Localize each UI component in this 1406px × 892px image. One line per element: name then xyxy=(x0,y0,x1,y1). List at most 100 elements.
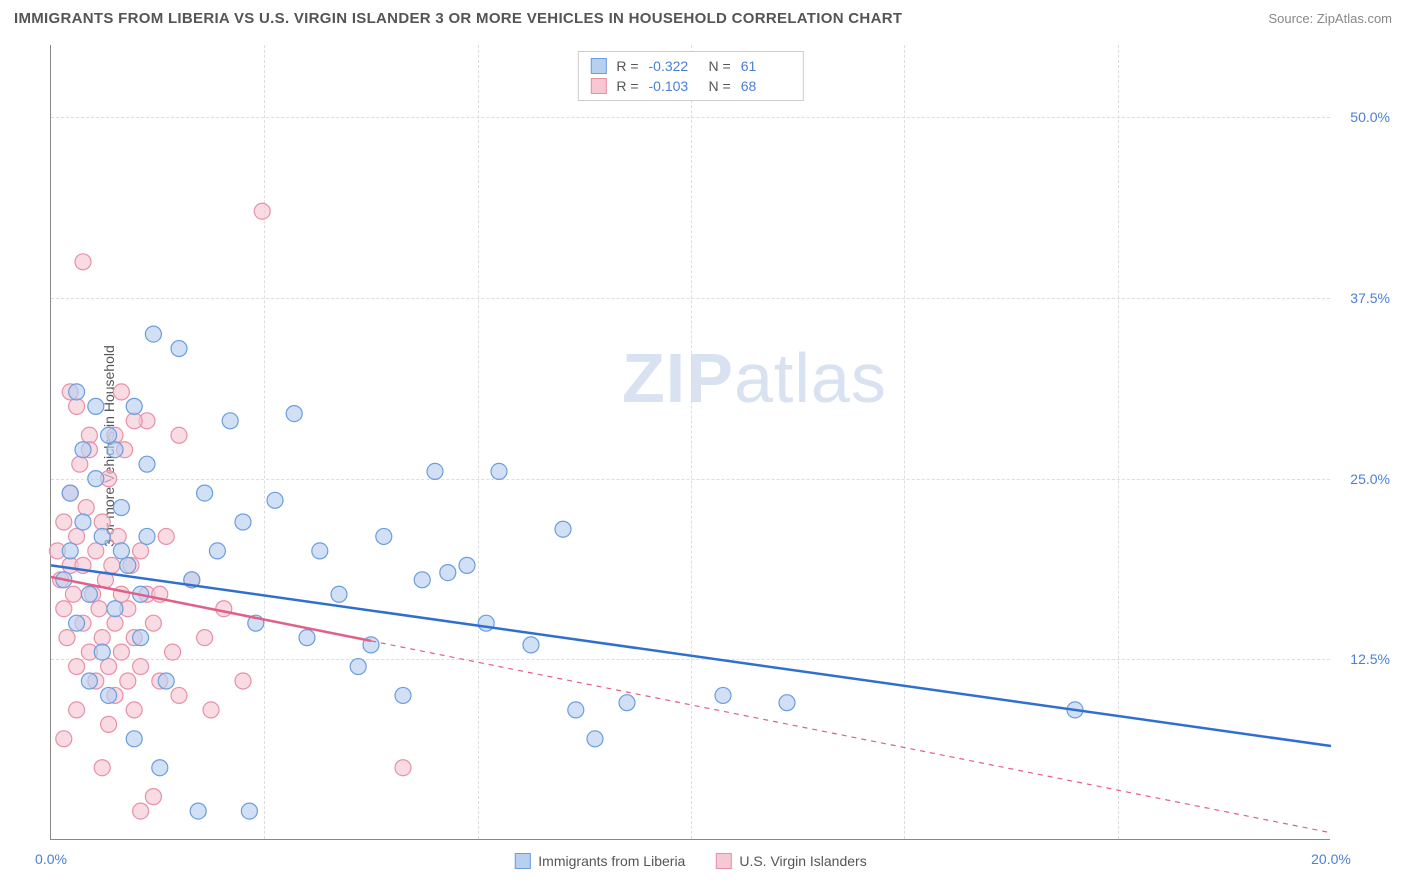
scatter-point xyxy=(69,384,85,400)
scatter-point xyxy=(88,543,104,559)
scatter-point xyxy=(171,427,187,443)
x-tick-label: 20.0% xyxy=(1311,851,1351,867)
scatter-point xyxy=(94,514,110,530)
scatter-point xyxy=(107,615,123,631)
scatter-point xyxy=(197,630,213,646)
scatter-point xyxy=(395,760,411,776)
scatter-point xyxy=(145,326,161,342)
scatter-point xyxy=(62,543,78,559)
scatter-point xyxy=(619,695,635,711)
legend-series: Immigrants from Liberia U.S. Virgin Isla… xyxy=(514,853,866,869)
scatter-point xyxy=(414,572,430,588)
scatter-point xyxy=(126,731,142,747)
y-tick-label: 25.0% xyxy=(1335,471,1390,487)
scatter-point xyxy=(75,442,91,458)
scatter-point xyxy=(331,586,347,602)
scatter-point xyxy=(56,731,72,747)
scatter-point xyxy=(139,528,155,544)
scatter-point xyxy=(190,803,206,819)
scatter-point xyxy=(101,659,117,675)
scatter-point xyxy=(395,687,411,703)
scatter-point xyxy=(568,702,584,718)
scatter-point xyxy=(139,456,155,472)
scatter-point xyxy=(145,789,161,805)
scatter-point xyxy=(81,586,97,602)
scatter-point xyxy=(113,500,129,516)
scatter-point xyxy=(88,398,104,414)
scatter-point xyxy=(65,586,81,602)
scatter-point xyxy=(101,427,117,443)
scatter-point xyxy=(101,687,117,703)
scatter-point xyxy=(104,557,120,573)
swatch-series-0 xyxy=(590,58,606,74)
scatter-point xyxy=(56,514,72,530)
swatch-series-1-bottom xyxy=(715,853,731,869)
scatter-point xyxy=(203,702,219,718)
scatter-point xyxy=(459,557,475,573)
scatter-point xyxy=(312,543,328,559)
scatter-point xyxy=(286,406,302,422)
legend-item-0: Immigrants from Liberia xyxy=(514,853,685,869)
regression-line-solid xyxy=(51,565,1331,746)
scatter-point xyxy=(222,413,238,429)
scatter-point xyxy=(165,644,181,660)
scatter-point xyxy=(133,543,149,559)
scatter-point xyxy=(158,528,174,544)
scatter-point xyxy=(133,659,149,675)
scatter-point xyxy=(69,659,85,675)
scatter-point xyxy=(126,413,142,429)
scatter-point xyxy=(113,644,129,660)
legend-stats-row-1: R = -0.103 N = 68 xyxy=(590,76,790,96)
scatter-point xyxy=(197,485,213,501)
scatter-point xyxy=(376,528,392,544)
scatter-point xyxy=(59,630,75,646)
scatter-point xyxy=(94,630,110,646)
scatter-point xyxy=(56,601,72,617)
scatter-point xyxy=(62,485,78,501)
scatter-point xyxy=(715,687,731,703)
scatter-point xyxy=(94,644,110,660)
scatter-point xyxy=(350,659,366,675)
scatter-point xyxy=(427,463,443,479)
legend-item-1: U.S. Virgin Islanders xyxy=(715,853,866,869)
scatter-point xyxy=(587,731,603,747)
regression-line-dashed xyxy=(371,641,1331,833)
scatter-point xyxy=(440,565,456,581)
scatter-point xyxy=(101,716,117,732)
swatch-series-1 xyxy=(590,78,606,94)
scatter-point xyxy=(145,615,161,631)
scatter-point xyxy=(299,630,315,646)
scatter-point xyxy=(107,442,123,458)
scatter-point xyxy=(126,398,142,414)
legend-stats-row-0: R = -0.322 N = 61 xyxy=(590,56,790,76)
scatter-point xyxy=(216,601,232,617)
scatter-point xyxy=(209,543,225,559)
scatter-point xyxy=(120,557,136,573)
scatter-point xyxy=(75,514,91,530)
scatter-point xyxy=(81,673,97,689)
scatter-point xyxy=(113,543,129,559)
x-tick-label: 0.0% xyxy=(35,851,67,867)
source-label: Source: ZipAtlas.com xyxy=(1268,11,1392,26)
scatter-point xyxy=(254,203,270,219)
scatter-point xyxy=(491,463,507,479)
scatter-point xyxy=(75,254,91,270)
y-tick-label: 50.0% xyxy=(1335,109,1390,125)
scatter-point xyxy=(126,702,142,718)
scatter-point xyxy=(267,492,283,508)
scatter-point xyxy=(555,521,571,537)
legend-stats: R = -0.322 N = 61 R = -0.103 N = 68 xyxy=(577,51,803,101)
scatter-point xyxy=(171,687,187,703)
chart-title: IMMIGRANTS FROM LIBERIA VS U.S. VIRGIN I… xyxy=(14,10,902,27)
scatter-point xyxy=(94,528,110,544)
scatter-point xyxy=(241,803,257,819)
scatter-point xyxy=(779,695,795,711)
scatter-point xyxy=(72,456,88,472)
scatter-point xyxy=(69,702,85,718)
scatter-point xyxy=(69,615,85,631)
plot-area: ZIPatlas 12.5%25.0%37.5%50.0%0.0%20.0% R… xyxy=(50,45,1330,840)
scatter-point xyxy=(91,601,107,617)
swatch-series-0-bottom xyxy=(514,853,530,869)
scatter-point xyxy=(235,673,251,689)
scatter-point xyxy=(69,528,85,544)
